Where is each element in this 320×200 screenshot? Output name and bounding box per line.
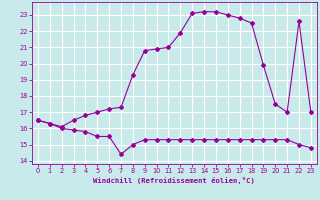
X-axis label: Windchill (Refroidissement éolien,°C): Windchill (Refroidissement éolien,°C) xyxy=(93,177,255,184)
